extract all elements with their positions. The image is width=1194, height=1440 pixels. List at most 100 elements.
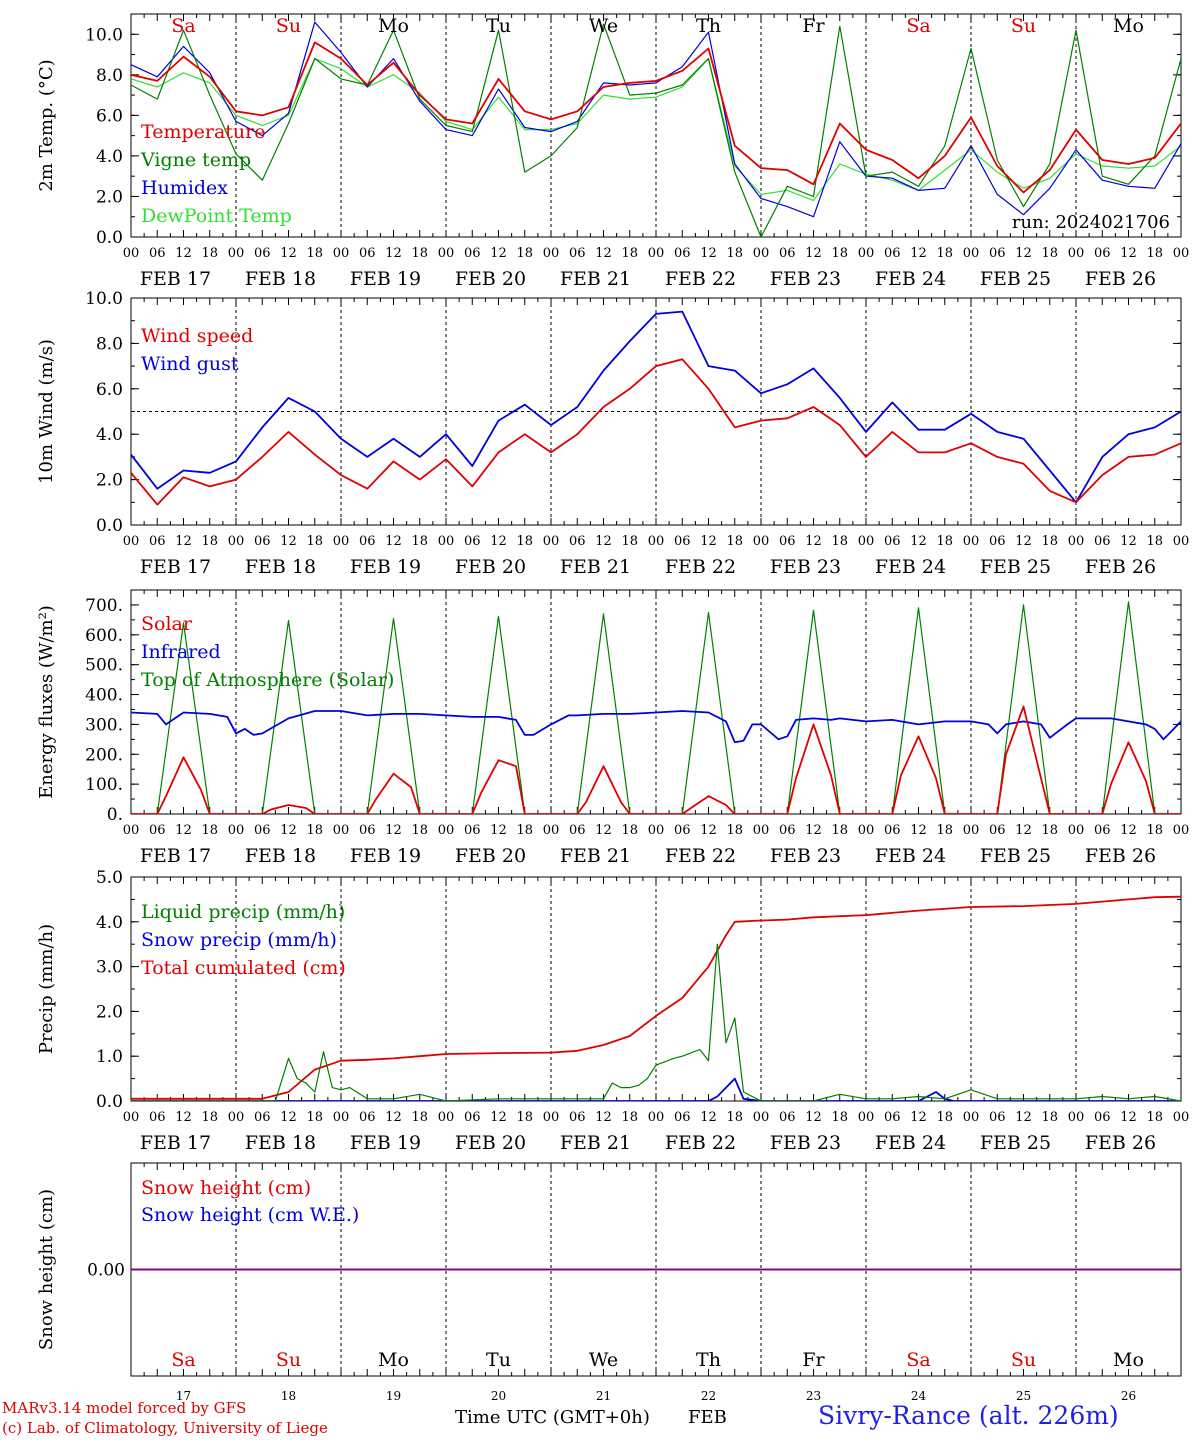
hour-tick-label: 12	[385, 534, 402, 549]
hour-tick-label: 00	[228, 1110, 245, 1125]
hour-tick-label: 18	[726, 246, 743, 261]
hour-tick-label: 06	[674, 823, 691, 838]
y-tick-labels: 0. 100. 200. 300. 400. 500. 600. 700.	[85, 596, 123, 825]
hour-tick-label: 06	[884, 534, 901, 549]
day-number-label: 19	[386, 1389, 401, 1403]
hour-tick-label: 06	[359, 823, 376, 838]
y-tick-label: 5.0	[96, 868, 123, 888]
hour-tick-label: 00	[438, 534, 455, 549]
y-tick-label: 0.0	[96, 516, 123, 536]
y-tick-label: 8.0	[96, 66, 123, 86]
y-tick-labels: 0.0 2.0 4.0 6.0 8.0 10.0	[85, 25, 123, 248]
hour-tick-label: 12	[490, 534, 507, 549]
y-axis-title: Snow height (cm)	[36, 1189, 57, 1350]
legend: Liquid precip (mm/h) Snow precip (mm/h) To…	[141, 901, 346, 979]
y-tick-labels: 0.00	[87, 1261, 125, 1281]
hour-tick-label: 12	[805, 823, 822, 838]
hour-tick-label: 00	[228, 246, 245, 261]
y-tick-label: 2.0	[96, 471, 123, 491]
y-tick-label: 200.	[85, 745, 123, 765]
date-label: FEB 18	[245, 556, 316, 578]
date-label: FEB 17	[140, 268, 211, 290]
hour-tick-label: 06	[674, 534, 691, 549]
hour-tick-label: 18	[936, 534, 953, 549]
y-tick-label: 4.0	[96, 425, 123, 445]
legend-entry: Snow height (cm)	[141, 1177, 311, 1199]
panel-wind: 0.0 2.0 4.0 6.0 8.0 10.0 10m Wind (m/s) Wind sp…	[36, 289, 1189, 578]
run-label: run: 2024021706	[1012, 212, 1170, 233]
hour-tick-label: 18	[726, 1110, 743, 1125]
time-axis-label: Time UTC (GMT+0h)	[455, 1407, 650, 1428]
y-axis-title: 10m Wind (m/s)	[36, 339, 57, 484]
hour-tick-label: 12	[910, 1110, 927, 1125]
series-group	[131, 21, 1181, 237]
hour-tick-label: 12	[280, 534, 297, 549]
date-label: FEB 25	[980, 1132, 1051, 1154]
legend-entry: Top of Atmosphere (Solar)	[141, 669, 394, 691]
weekday-label: Mo	[378, 1349, 409, 1371]
hour-tick-label: 00	[333, 534, 350, 549]
hour-tick-label: 18	[831, 1110, 848, 1125]
y-tick-label: 2.0	[96, 1002, 123, 1022]
date-label: FEB 21	[560, 845, 631, 867]
hour-tick-label: 00	[648, 534, 665, 549]
hour-tick-label: 18	[201, 1110, 218, 1125]
hour-tick-label: 12	[490, 823, 507, 838]
hour-tick-label: 12	[490, 246, 507, 261]
legend: Temperature Vigne temp Humidex DewPoint Tem…	[140, 121, 292, 227]
hour-tick-label: 18	[831, 823, 848, 838]
hour-tick-label: 18	[936, 246, 953, 261]
day-number-label: 20	[491, 1389, 506, 1403]
hour-tick-label: 18	[1146, 1110, 1163, 1125]
y-tick-label: 700.	[85, 596, 123, 616]
weekday-label: Th	[696, 1349, 721, 1371]
legend-entry: Snow precip (mm/h)	[141, 929, 337, 951]
date-label: FEB 19	[350, 556, 421, 578]
y-tick-label: 0.00	[87, 1261, 125, 1281]
date-label: FEB 21	[560, 556, 631, 578]
day-number-label: 25	[1016, 1389, 1031, 1403]
weekday-label: Tu	[486, 15, 511, 37]
date-label: FEB 25	[980, 268, 1051, 290]
hour-tick-label: 18	[621, 246, 638, 261]
weekday-labels: Sa Su Mo Tu We Th Fr Sa Su Mo	[171, 15, 1144, 37]
series-line-top-of-atmosphere-solar	[131, 601, 1181, 814]
hour-tick-label: 12	[1120, 823, 1137, 838]
hour-tick-label: 00	[1068, 534, 1085, 549]
hour-tick-label: 18	[831, 246, 848, 261]
date-label: FEB 20	[455, 1132, 526, 1154]
weekday-label: Fr	[802, 15, 825, 37]
hour-tick-label: 06	[254, 1110, 271, 1125]
hour-tick-label: 12	[805, 534, 822, 549]
hour-tick-label: 00	[753, 1110, 770, 1125]
hour-tick-label: 00	[1068, 823, 1085, 838]
y-tick-label: 4.0	[96, 913, 123, 933]
y-tick-label: 6.0	[96, 106, 123, 126]
hour-tick-label: 00	[333, 823, 350, 838]
hour-tick-label: 18	[201, 246, 218, 261]
hour-tick-label: 12	[595, 534, 612, 549]
station-title: Sivry-Rance (alt. 226m)	[818, 1401, 1119, 1430]
weekday-label: Sa	[171, 1349, 195, 1371]
series-line-total-cumulated-cm	[131, 895, 1181, 1100]
y-tick-label: 0.0	[96, 1092, 123, 1112]
hour-tick-label: 18	[411, 534, 428, 549]
hour-tick-label: 00	[543, 823, 560, 838]
hour-tick-label: 06	[674, 246, 691, 261]
hour-tick-label: 06	[1094, 534, 1111, 549]
month-label: FEB	[688, 1407, 727, 1428]
hour-tick-label: 00	[1068, 1110, 1085, 1125]
date-label: FEB 23	[770, 556, 841, 578]
series-line-liquid-precip-mm-h	[131, 943, 1181, 1101]
hour-tick-label: 06	[1094, 246, 1111, 261]
hour-tick-label: 06	[989, 823, 1006, 838]
panel-precip: 0.0 1.0 2.0 3.0 4.0 5.0 Precip (mm/h) Liquid pr…	[36, 868, 1189, 1154]
hour-tick-label: 06	[569, 1110, 586, 1125]
legend-entry: Infrared	[141, 641, 221, 663]
weekday-label: Mo	[378, 15, 409, 37]
hour-tick-label: 06	[569, 823, 586, 838]
hour-tick-label: 18	[1041, 246, 1058, 261]
